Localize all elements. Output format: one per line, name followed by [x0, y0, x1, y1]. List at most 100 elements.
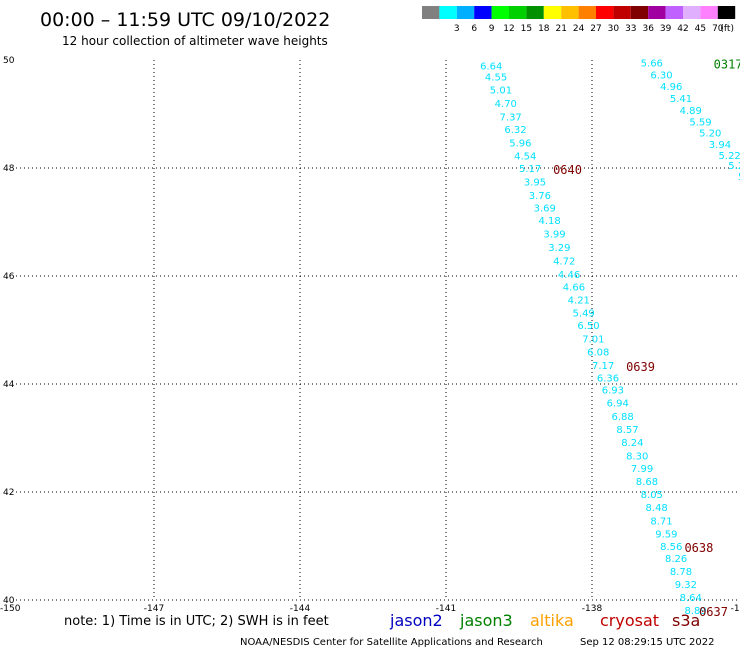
- swh-value: 8.57: [616, 425, 638, 436]
- swh-value: 9.59: [655, 529, 677, 540]
- colorbar-label: 27: [590, 24, 601, 34]
- swh-value: 3.69: [534, 204, 556, 215]
- swh-value: 9.32: [675, 580, 697, 591]
- x-tick-label: -144: [290, 604, 311, 614]
- swh-value: 3.94: [709, 140, 731, 151]
- swh-value: 5.01: [490, 85, 512, 96]
- swh-value: 8.64: [680, 593, 702, 604]
- swh-points: 6.644.555.01 4.70 7.37 6.32 5.96 4.54 5.17 3.95…: [480, 58, 740, 617]
- swh-value: 5.17: [519, 164, 541, 175]
- swh-value: 5.9: [738, 172, 740, 183]
- y-tick-label: 48: [3, 164, 15, 174]
- y-tick-label: 42: [3, 488, 14, 498]
- time-label: 0317: [714, 57, 740, 71]
- colorbar-swatch: [474, 6, 492, 19]
- swh-value: 8.78: [670, 567, 692, 578]
- chart-title: 00:00 – 11:59 UTC 09/10/2022: [40, 9, 330, 31]
- colorbar-swatch: [648, 6, 666, 19]
- colorbar-label: 39: [660, 24, 672, 34]
- swh-value: 5.66: [641, 58, 663, 69]
- colorbar-label: 45: [695, 24, 706, 34]
- chart-subtitle: 12 hour collection of altimeter wave hei…: [62, 34, 328, 48]
- swh-value: 4.66: [563, 283, 585, 294]
- colorbar-label: 33: [625, 24, 636, 34]
- colorbar-swatch: [630, 6, 649, 19]
- time-label: 0639: [626, 360, 655, 374]
- swh-value: 5.41: [670, 94, 692, 105]
- swh-value: 6.08: [587, 347, 609, 358]
- swh-value: 4.46: [558, 270, 580, 281]
- colorbar-label: 12: [503, 24, 514, 34]
- x-tick-label: -138: [582, 604, 603, 614]
- swh-value: 6.93: [602, 386, 624, 397]
- colorbar-label: 36: [642, 24, 654, 34]
- swh-value: 7.37: [500, 112, 522, 123]
- plot-grid: [16, 60, 738, 601]
- swh-value: 6.88: [611, 412, 633, 423]
- colorbar-swatch: [491, 6, 509, 19]
- swh-value: 6.94: [607, 399, 629, 410]
- satellite-s3a: s3a: [672, 611, 700, 630]
- swh-value: 4.96: [660, 82, 682, 93]
- credit-text: NOAA/NESDIS Center for Satellite Applica…: [240, 637, 543, 648]
- colorbar-swatch: [509, 6, 527, 19]
- swh-value: 5.28: [728, 161, 740, 172]
- timestamp-text: Sep 12 08:29:15 UTC 2022: [580, 637, 714, 648]
- swh-value: 8.48: [646, 503, 668, 514]
- swh-value: 4.89: [680, 106, 702, 117]
- swh-value: 5.22: [719, 151, 740, 162]
- swh-value: 4.70: [495, 99, 517, 110]
- swh-value: 6.50: [577, 321, 599, 332]
- satellite-jason2: jason2: [389, 611, 443, 630]
- colorbar-unit: (ft): [720, 24, 734, 34]
- y-tick-label: 44: [3, 380, 15, 390]
- colorbar-swatch: [526, 6, 544, 19]
- time-label: 0638: [684, 541, 713, 555]
- swh-value: 8.89: [684, 606, 706, 617]
- swh-value: 4.54: [514, 151, 536, 162]
- colorbar-swatch: [665, 6, 683, 19]
- axis-tick-labels: -150 -147 -144 -141 -138 -13 50 48 46 44 42 40: [0, 56, 740, 614]
- colorbar-label: 9: [489, 24, 495, 34]
- swh-value: 5.20: [699, 129, 721, 140]
- swh-value: 6.64: [480, 62, 502, 73]
- swh-value: 4.72: [553, 257, 575, 268]
- x-tick-label: -150: [0, 604, 21, 614]
- swh-value: 8.24: [621, 438, 643, 449]
- satellite-legend: jason2 jason3 altika cryosat s3a: [389, 611, 700, 630]
- satellite-jason3: jason3: [459, 611, 513, 630]
- colorbar-swatch: [561, 6, 579, 19]
- x-tick-label: -141: [436, 604, 456, 614]
- swh-value: 5.59: [689, 117, 711, 128]
- swh-value: 4.18: [538, 216, 560, 227]
- swh-value: 4.55: [485, 73, 507, 84]
- colorbar-swatch: [578, 6, 596, 19]
- colorbar-label: 42: [677, 24, 688, 34]
- x-tick-label: -13: [731, 604, 740, 614]
- colorbar-swatch: [422, 6, 440, 19]
- y-tick-label: 50: [3, 56, 15, 66]
- swh-value: 6.36: [597, 373, 619, 384]
- satellite-cryosat: cryosat: [600, 611, 659, 630]
- colorbar-swatch: [543, 6, 562, 19]
- colorbar-label: 6: [471, 24, 477, 34]
- colorbar-swatch: [439, 6, 457, 19]
- colorbar-swatch: [717, 6, 736, 19]
- swh-value: 7.01: [582, 334, 604, 345]
- time-label: 0640: [553, 163, 582, 177]
- swh-value: 5.96: [509, 138, 531, 149]
- y-tick-label: 40: [3, 596, 15, 606]
- swh-value: 6.32: [504, 125, 526, 136]
- colorbar-label: 24: [573, 24, 585, 34]
- swh-value: 8.26: [665, 554, 687, 565]
- colorbar-swatch: [700, 6, 718, 19]
- swh-value: 8.30: [626, 452, 648, 463]
- colorbar-label: 70: [712, 24, 724, 34]
- y-tick-label: 46: [3, 272, 15, 282]
- colorbar-legend: 3 6 9 12 15 18 21 24 27 30 33 36 39 42 45 70(ft): [422, 6, 736, 34]
- swh-value: 7.99: [631, 464, 653, 475]
- colorbar-label: 15: [521, 24, 532, 34]
- swh-value: 8.56: [660, 542, 682, 553]
- swh-value: 5.49: [573, 309, 595, 320]
